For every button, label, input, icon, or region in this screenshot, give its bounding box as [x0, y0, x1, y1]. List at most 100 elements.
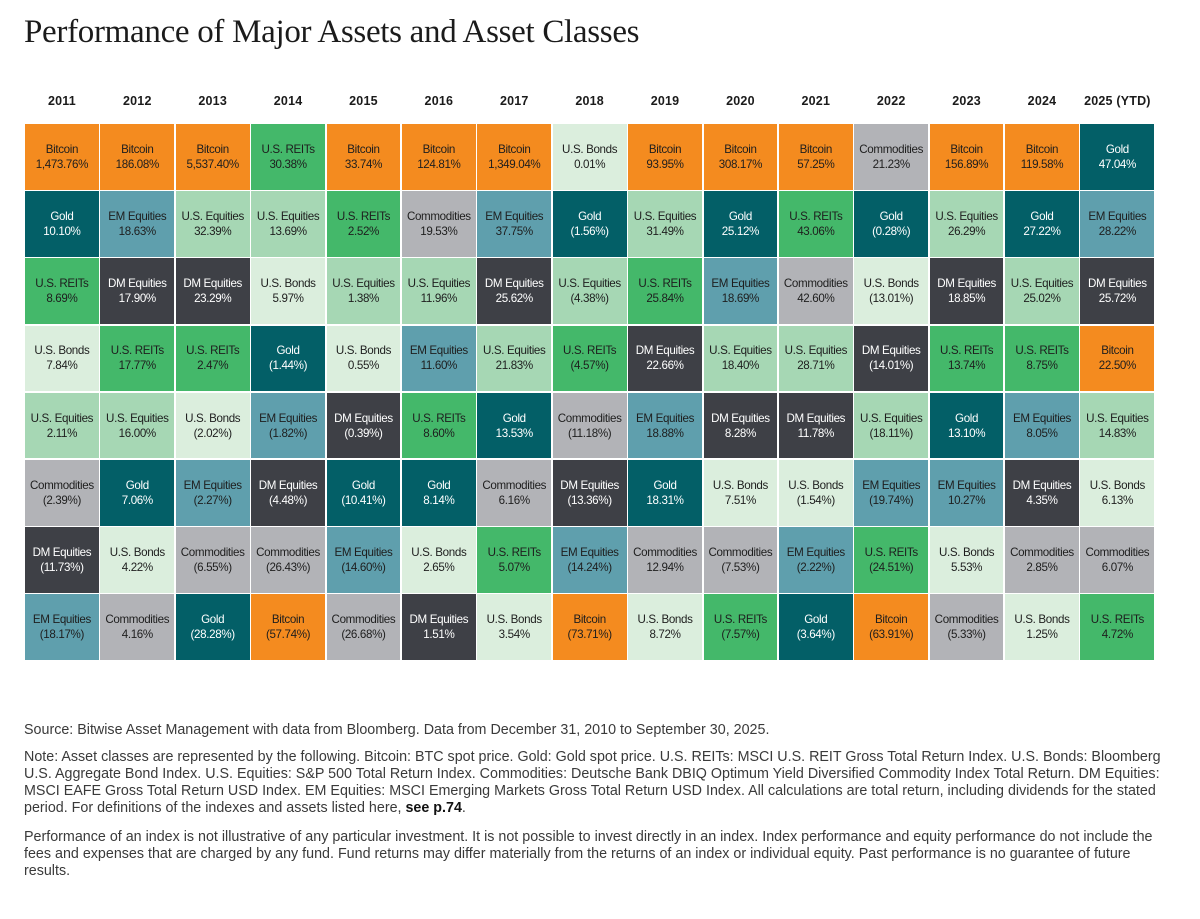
quilt-cell: Bitcoin 124.81% [401, 124, 476, 190]
cell-return-value: 8.72% [649, 628, 681, 642]
quilt-cell: U.S. Bonds 8.72% [628, 594, 702, 660]
cell-asset-name: EM Equities [334, 545, 393, 559]
quilt-cell: U.S. REITs 13.74% [929, 325, 1004, 392]
cell-return-value: (14.60%) [341, 560, 386, 574]
cell-asset-name: EM Equities [259, 411, 318, 425]
cell-asset-name: DM Equities [183, 277, 242, 291]
quilt-cell: Commodities (6.55%) [175, 527, 250, 593]
cell-asset-name: Bitcoin [347, 142, 380, 156]
cell-asset-name: DM Equities [334, 411, 393, 425]
cell-return-value: (63.91%) [869, 628, 914, 642]
quilt-cell: U.S. REITs 2.52% [326, 191, 401, 257]
cell-return-value: 28.71% [797, 359, 835, 373]
cell-return-value: 8.14% [423, 493, 455, 507]
quilt-cell: EM Equities (19.74%) [854, 459, 929, 526]
cell-return-value: (6.55%) [193, 560, 233, 574]
quilt-cell: Bitcoin 57.25% [778, 124, 853, 190]
cell-return-value: 13.69% [269, 224, 307, 238]
cell-return-value: 2.65% [423, 560, 455, 574]
cell-asset-name: U.S. REITs [35, 277, 89, 291]
cell-asset-name: DM Equities [484, 277, 544, 291]
cell-return-value: 18.85% [947, 292, 986, 306]
cell-return-value: (2.02%) [193, 426, 233, 440]
cell-return-value: 0.55% [347, 359, 380, 373]
cell-return-value: 7.84% [46, 359, 78, 373]
cell-asset-name: U.S. REITs [336, 209, 391, 223]
cell-return-value: (4.38%) [570, 292, 610, 306]
cell-return-value: 18.63% [118, 224, 157, 238]
cell-return-value: (1.56%) [570, 224, 610, 238]
cell-asset-name: U.S. REITs [939, 344, 994, 358]
cell-return-value: (2.39%) [42, 493, 82, 507]
cell-asset-name: EM Equities [862, 478, 921, 492]
cell-return-value: 8.75% [1026, 359, 1058, 373]
quilt-cell: U.S. Equities 21.83% [477, 325, 552, 392]
quilt-cell: Gold 8.14% [401, 459, 476, 526]
cell-return-value: 8.28% [724, 426, 756, 440]
cell-asset-name: Commodities [557, 411, 622, 425]
cell-asset-name: Commodities [105, 613, 170, 627]
cell-return-value: 6.16% [498, 493, 530, 507]
cell-return-value: 16.00% [118, 426, 157, 440]
cell-return-value: 14.83% [1098, 426, 1137, 440]
quilt-cell: EM Equities 37.75% [477, 191, 552, 257]
cell-return-value: 12.94% [646, 560, 684, 574]
cell-asset-name: DM Equities [409, 613, 469, 627]
year-label: 2017 [499, 94, 529, 108]
cell-asset-name: Gold [502, 411, 526, 425]
cell-return-value: (0.39%) [344, 426, 383, 440]
cell-asset-name: DM Equities [711, 411, 770, 425]
cell-asset-name: DM Equities [107, 277, 167, 291]
cell-asset-name: DM Equities [258, 478, 318, 492]
cell-asset-name: Bitcoin [422, 142, 456, 156]
cell-return-value: 25.62% [495, 292, 534, 306]
cell-return-value: 5.53% [951, 560, 983, 574]
year-label: 2023 [952, 94, 981, 108]
cell-return-value: 21.23% [872, 157, 911, 171]
cell-asset-name: U.S. Equities [709, 344, 772, 358]
quilt-cell: U.S. REITs 8.69% [25, 258, 99, 324]
quilt-cell: EM Equities (14.60%) [326, 527, 401, 593]
cell-return-value: 2.47% [197, 359, 229, 373]
quilt-cell: U.S. Bonds (2.02%) [175, 392, 250, 459]
quilt-cell: Commodities 42.60% [778, 258, 853, 324]
cell-asset-name: Bitcoin [648, 142, 682, 156]
quilt-cell: DM Equities 18.85% [929, 258, 1004, 324]
quilt-cell: EM Equities 28.22% [1080, 191, 1155, 257]
quilt-cell: Bitcoin 119.58% [1005, 124, 1079, 190]
quilt-cell: DM Equities 25.62% [477, 258, 552, 324]
year-label: 2024 [1027, 94, 1057, 108]
quilt-cell: EM Equities (2.22%) [778, 527, 853, 593]
cell-return-value: 156.89% [944, 157, 989, 171]
quilt-cell: U.S. REITs 5.07% [477, 527, 552, 593]
quilt-cell: U.S. Equities 11.96% [401, 258, 476, 324]
cell-return-value: (57.74%) [265, 628, 311, 642]
cell-return-value: (1.54%) [796, 493, 836, 507]
quilt-cell: DM Equities (4.48%) [251, 459, 325, 526]
quilt-cell: U.S. Bonds 5.97% [251, 258, 325, 324]
quilt-cell: Commodities 2.85% [1005, 527, 1079, 593]
quilt-cell: U.S. REITs 4.72% [1080, 594, 1155, 660]
cell-return-value: 308.17% [718, 157, 763, 171]
quilt-cell: Gold 18.31% [628, 459, 702, 526]
cell-asset-name: EM Equities [409, 344, 468, 358]
quilt-cell: U.S. Equities 31.49% [628, 191, 702, 257]
quilt-cell: DM Equities 23.29% [175, 258, 250, 324]
cell-return-value: 11.96% [420, 292, 458, 306]
quilt-cell: Gold (3.64%) [778, 594, 853, 660]
quilt-cell: U.S. Bonds 7.51% [703, 459, 778, 526]
cell-asset-name: Commodities [934, 613, 999, 627]
quilt-cell: EM Equities (14.24%) [552, 527, 627, 593]
cell-asset-name: U.S. Equities [106, 411, 169, 425]
cell-asset-name: Commodities [406, 209, 471, 223]
cell-return-value: (11.18%) [567, 426, 612, 440]
quilt-cell: U.S. Bonds 2.65% [401, 527, 476, 593]
cell-asset-name: U.S. Equities [558, 277, 621, 291]
cell-return-value: 0.01% [574, 157, 606, 171]
quilt-cell: EM Equities 8.05% [1005, 392, 1079, 459]
quilt-cell: U.S. REITs 17.77% [100, 325, 175, 392]
cell-asset-name: DM Equities [861, 344, 921, 358]
definitions-link[interactable]: see p.74 [405, 800, 462, 816]
cell-asset-name: Commodities [783, 277, 848, 291]
cell-return-value: (28.28%) [190, 628, 236, 642]
